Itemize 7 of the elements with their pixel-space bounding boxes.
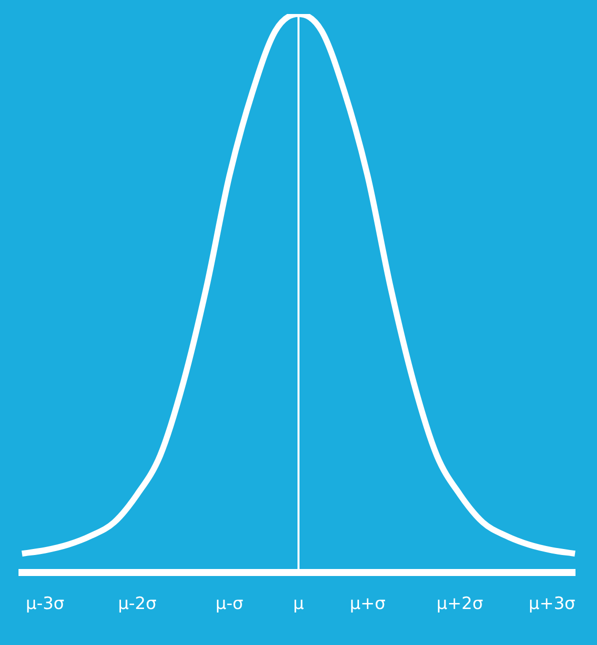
x-tick-label: μ+σ	[350, 594, 386, 614]
x-tick-label: μ	[293, 594, 304, 614]
x-tick-label: μ+3σ	[528, 594, 576, 614]
x-tick-label: μ+2σ	[436, 594, 484, 614]
x-tick-label: μ-2σ	[118, 594, 157, 614]
x-tick-label: μ-3σ	[26, 594, 65, 614]
x-tick-label: μ-σ	[216, 594, 244, 614]
